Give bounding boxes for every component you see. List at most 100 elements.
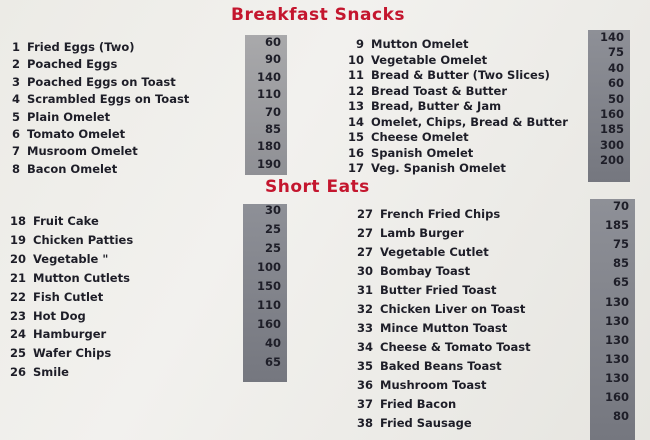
item-name: Omelet, Chips, Bread & Butter bbox=[371, 114, 568, 129]
item-name: Vegetable Omelet bbox=[371, 52, 488, 67]
item-number: 19 bbox=[9, 232, 26, 247]
breakfast-snacks-heading: Breakfast Snacks bbox=[231, 5, 405, 25]
menu-item: 2 Poached Eggs bbox=[6, 57, 117, 71]
menu-item: 33 Mince Mutton Toast bbox=[353, 321, 507, 335]
menu-item: 37 Fried Bacon bbox=[353, 397, 456, 411]
item-price: 60 bbox=[264, 35, 281, 49]
item-name: Scrambled Eggs on Toast bbox=[27, 92, 190, 107]
menu-item: 32 Chicken Liver on Toast bbox=[353, 302, 525, 316]
item-number: 10 bbox=[347, 52, 364, 67]
item-number: 18 bbox=[9, 214, 26, 228]
item-name: Bread, Butter & Jam bbox=[371, 99, 502, 113]
item-name: Bread & Butter (Two Slices) bbox=[371, 68, 550, 82]
item-price: 25 bbox=[264, 222, 281, 236]
item-number: 25 bbox=[9, 346, 26, 361]
item-price: 180 bbox=[256, 139, 281, 154]
item-number: 16 bbox=[347, 145, 364, 160]
item-number: 15 bbox=[347, 130, 364, 144]
item-name: Mushroom Toast bbox=[380, 378, 487, 392]
menu-item: 20 Vegetable " bbox=[6, 252, 108, 266]
item-price: 140 bbox=[256, 69, 281, 84]
item-number: 37 bbox=[356, 397, 373, 411]
item-price: 85 bbox=[264, 122, 281, 136]
item-number: 30 bbox=[356, 264, 373, 278]
item-price: 40 bbox=[264, 336, 281, 350]
item-price: 75 bbox=[607, 45, 624, 60]
item-price: 110 bbox=[256, 87, 281, 102]
menu-item: 35 Baked Beans Toast bbox=[353, 359, 502, 373]
item-name: Cheese & Tomato Toast bbox=[380, 340, 531, 354]
item-price: 190 bbox=[256, 156, 281, 171]
menu-item: 10 Vegetable Omelet bbox=[344, 53, 487, 67]
item-price: 50 bbox=[607, 91, 624, 106]
item-price: 200 bbox=[599, 153, 624, 168]
menu-item: 13 Bread, Butter & Jam bbox=[344, 99, 501, 113]
item-name: Bacon Omelet bbox=[27, 161, 118, 176]
item-name: Cheese Omelet bbox=[371, 130, 469, 144]
item-number: 8 bbox=[11, 161, 20, 176]
menu-item: 27 Vegetable Cutlet bbox=[353, 245, 489, 259]
menu-item: 14 Omelet, Chips, Bread & Butter bbox=[344, 115, 568, 129]
item-name: Hot Dog bbox=[33, 308, 86, 323]
menu-item: 25 Wafer Chips bbox=[6, 346, 111, 360]
menu-item: 11 Bread & Butter (Two Slices) bbox=[344, 68, 550, 82]
menu-item: 21 Mutton Cutlets bbox=[6, 271, 130, 285]
price-column: 70 185 75 85 65 130 130 130 130 130 160 80 bbox=[590, 199, 635, 440]
item-name: Poached Eggs bbox=[27, 57, 118, 72]
item-number: 27 bbox=[356, 207, 373, 221]
item-number: 23 bbox=[9, 308, 26, 323]
short-eats-heading: Short Eats bbox=[265, 177, 370, 197]
menu-item: 30 Bombay Toast bbox=[353, 264, 470, 278]
menu-item: 19 Chicken Patties bbox=[6, 233, 133, 247]
item-name: Spanish Omelet bbox=[371, 145, 474, 160]
price-column: 30 25 25 100 150 110 160 40 65 bbox=[243, 203, 287, 382]
menu-item: 9 Mutton Omelet bbox=[344, 37, 469, 51]
item-number: 2 bbox=[11, 57, 20, 72]
item-number: 14 bbox=[347, 114, 364, 129]
item-price: 185 bbox=[604, 218, 629, 233]
item-number: 9 bbox=[355, 37, 364, 51]
item-number: 27 bbox=[356, 226, 373, 240]
item-name: Plain Omelet bbox=[27, 109, 111, 124]
item-price: 65 bbox=[612, 275, 629, 290]
menu-item: 5 Plain Omelet bbox=[6, 110, 110, 124]
item-number: 6 bbox=[11, 127, 20, 141]
item-name: Fried Sausage bbox=[380, 416, 472, 430]
menu-item: 12 Bread Toast & Butter bbox=[344, 84, 507, 98]
menu-item: 22 Fish Cutlet bbox=[6, 290, 103, 304]
item-price: 60 bbox=[607, 76, 624, 91]
item-name: Bread Toast & Butter bbox=[371, 83, 508, 98]
item-name: Tomato Omelet bbox=[27, 127, 126, 141]
item-number: 35 bbox=[356, 359, 373, 373]
item-name: Chicken Patties bbox=[33, 232, 134, 247]
item-name: Fish Cutlet bbox=[33, 289, 104, 304]
item-name: French Fried Chips bbox=[380, 207, 501, 221]
item-price: 110 bbox=[256, 298, 281, 312]
item-price: 150 bbox=[256, 279, 281, 293]
price-column: 60 90 140 110 70 85 180 190 bbox=[245, 35, 287, 175]
item-number: 32 bbox=[356, 302, 373, 316]
item-name: Veg. Spanish Omelet bbox=[371, 161, 506, 175]
menu-item: 8 Bacon Omelet bbox=[6, 162, 117, 176]
item-name: Musroom Omelet bbox=[27, 144, 138, 159]
item-price: 75 bbox=[612, 237, 629, 252]
item-price: 70 bbox=[264, 104, 281, 119]
item-price: 130 bbox=[604, 313, 629, 328]
item-price: 160 bbox=[604, 390, 629, 404]
item-number: 4 bbox=[11, 92, 20, 107]
item-number: 38 bbox=[356, 416, 373, 430]
menu-item: 1 Fried Eggs (Two) bbox=[6, 40, 135, 54]
menu-item: 3 Poached Eggs on Toast bbox=[6, 75, 176, 89]
item-number: 33 bbox=[356, 321, 373, 335]
item-price: 140 bbox=[599, 30, 624, 44]
item-number: 27 bbox=[356, 245, 373, 259]
item-name: Poached Eggs on Toast bbox=[27, 74, 176, 89]
item-price: 80 bbox=[612, 409, 629, 424]
item-price: 85 bbox=[612, 256, 629, 271]
item-price: 65 bbox=[264, 355, 281, 369]
item-price: 70 bbox=[612, 199, 629, 213]
item-name: Vegetable Cutlet bbox=[380, 245, 489, 259]
item-name: Wafer Chips bbox=[33, 346, 112, 361]
item-number: 5 bbox=[11, 109, 20, 124]
menu-item: 17 Veg. Spanish Omelet bbox=[344, 161, 506, 175]
